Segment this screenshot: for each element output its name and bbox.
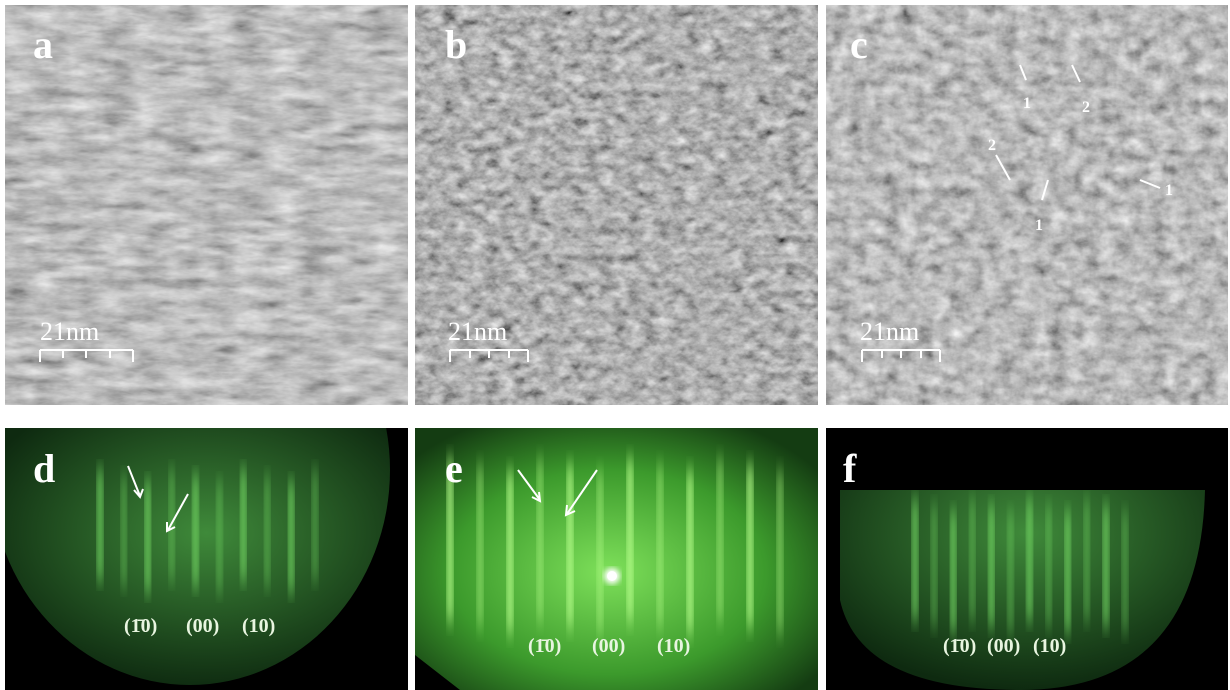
- spot-label: (10): [1033, 635, 1066, 657]
- streak: [97, 470, 103, 580]
- streak: [931, 506, 937, 626]
- marker-label: 1: [1035, 217, 1043, 234]
- streak: [1103, 506, 1109, 626]
- streak: [507, 472, 513, 632]
- streak: [193, 476, 199, 586]
- streak: [477, 466, 483, 626]
- streak: [1027, 500, 1033, 620]
- streak: [1065, 512, 1071, 632]
- marker-label: 2: [1082, 99, 1090, 116]
- scale-bar-label: 21nm: [448, 317, 507, 346]
- spot-label: (00): [186, 615, 219, 637]
- streak: [627, 460, 633, 620]
- stm-images: [5, 5, 1228, 405]
- streak: [312, 470, 318, 580]
- streak: [264, 476, 270, 586]
- panel-label: a: [33, 22, 53, 67]
- spot-label: (00): [987, 635, 1020, 657]
- marker-label: 1: [1023, 95, 1031, 112]
- panel-label: e: [445, 446, 463, 491]
- spot-label: (1̄0): [124, 615, 157, 637]
- marker-label: 1: [1165, 182, 1173, 199]
- streak: [687, 472, 693, 632]
- streak: [747, 466, 753, 626]
- spot-label: (1̄0): [943, 635, 976, 657]
- streak: [777, 472, 783, 632]
- streak: [121, 476, 127, 586]
- streak: [597, 472, 603, 632]
- streak: [1122, 512, 1128, 632]
- spot-label: (10): [242, 615, 275, 637]
- streak: [717, 460, 723, 620]
- streak: [145, 482, 151, 592]
- spot-label: (10): [657, 635, 690, 657]
- panel-label: b: [445, 22, 467, 67]
- scale-bar-label: 21nm: [860, 317, 919, 346]
- streak: [537, 460, 543, 620]
- spot-label: (00): [592, 635, 625, 657]
- panel-label: c: [850, 22, 868, 67]
- streak: [1046, 506, 1052, 626]
- streak: [657, 466, 663, 626]
- streak: [1084, 500, 1090, 620]
- streak: [1007, 512, 1013, 632]
- figure: a b c d e f 21nm 21nm 21nm 1 2 2 1 1 (1̄…: [0, 0, 1230, 690]
- streak: [240, 470, 246, 580]
- marker-label: 2: [988, 137, 996, 154]
- streak: [950, 512, 956, 632]
- streak: [216, 482, 222, 592]
- scale-bar-label: 21nm: [40, 317, 99, 346]
- streak: [988, 506, 994, 626]
- spot-label: (1̄0): [528, 635, 561, 657]
- streak: [969, 500, 975, 620]
- panel-label: d: [33, 446, 55, 491]
- streak: [288, 482, 294, 592]
- streak: [567, 466, 573, 626]
- panel-label: f: [843, 446, 857, 491]
- streak: [912, 500, 918, 620]
